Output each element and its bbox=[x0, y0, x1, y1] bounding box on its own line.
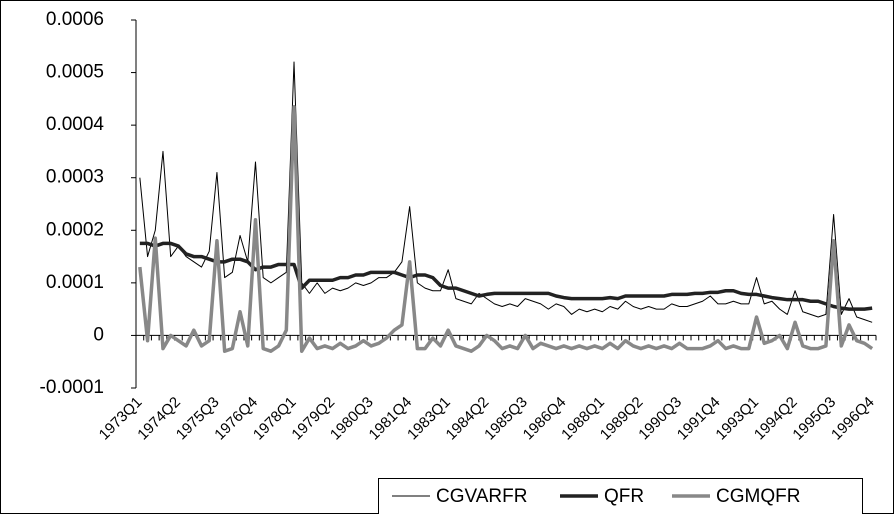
series-line bbox=[138, 104, 874, 353]
legend-label: CGVARFR bbox=[436, 486, 527, 507]
legend-box bbox=[378, 478, 863, 514]
y-tick-label: 0.0002 bbox=[46, 219, 104, 240]
legend-label: CGMQFR bbox=[716, 486, 800, 507]
y-tick-label: -0.0001 bbox=[40, 377, 104, 398]
series-line bbox=[139, 241, 873, 311]
legend: CGVARFR QFR CGMQFR bbox=[378, 478, 863, 514]
legend-label: QFR bbox=[604, 486, 644, 507]
y-tick-label: 0.0003 bbox=[46, 167, 104, 188]
y-tick-label: 0.0001 bbox=[46, 272, 104, 293]
y-tick-label: 0 bbox=[93, 324, 104, 345]
y-tick-label: 0.0005 bbox=[46, 62, 104, 83]
series-line bbox=[139, 61, 873, 323]
y-tick-label: 0.0006 bbox=[46, 9, 104, 30]
y-tick-label: 0.0004 bbox=[46, 114, 105, 135]
